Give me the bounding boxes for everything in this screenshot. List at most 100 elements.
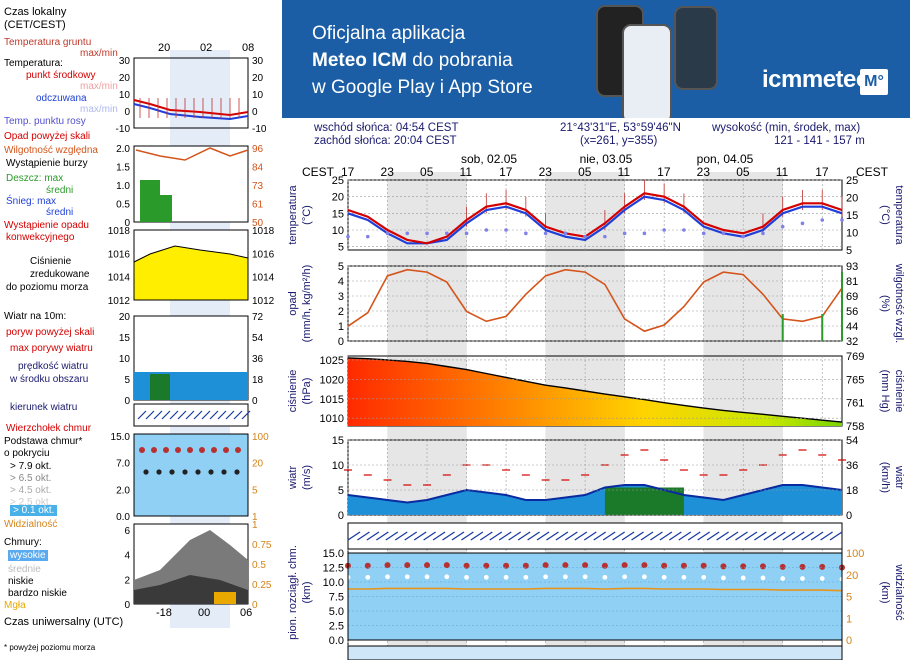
legend-cl-frac: 0.75 bbox=[252, 540, 272, 551]
ytick-label: 5.0 bbox=[329, 606, 344, 618]
legend-low: niskie bbox=[8, 576, 34, 587]
cloud-top-dot bbox=[424, 562, 431, 569]
cloud-base-dot bbox=[464, 574, 469, 580]
panel-temp-left-unit: (°C) bbox=[301, 205, 313, 225]
cloud-base-dot bbox=[642, 574, 647, 580]
cloud-base-dot bbox=[483, 574, 489, 580]
legend-cloud-base-dot bbox=[208, 469, 214, 475]
legend-temp-tick: 10 bbox=[119, 90, 131, 101]
time-axis-hour: 17 bbox=[499, 165, 513, 179]
cloud-base-dot bbox=[582, 574, 588, 580]
legend-okt2: > 6.5 okt. bbox=[10, 473, 52, 484]
coordinates: 21°43'31"E, 53°59'46"N bbox=[560, 122, 681, 134]
wind-arrow bbox=[489, 531, 503, 541]
pressure-area bbox=[348, 357, 842, 426]
legend-wind-tick: 5 bbox=[124, 375, 130, 386]
dew-point-dot bbox=[721, 231, 726, 236]
wind-arrow bbox=[517, 531, 531, 541]
wind-arrow bbox=[810, 531, 824, 541]
cloud-top-dot bbox=[759, 563, 766, 570]
legend-vis: Widzialność bbox=[4, 519, 58, 530]
cloud-top-dot bbox=[443, 562, 450, 569]
legend-wind-arrow bbox=[217, 410, 227, 420]
legend-cb-tick: 2.0 bbox=[116, 485, 130, 496]
legend-pres-tick: 1014 bbox=[252, 273, 275, 284]
legend-rain-bar-2 bbox=[160, 195, 172, 222]
legend-utc-tick: 00 bbox=[198, 607, 210, 619]
legend-snow-avg: średni bbox=[46, 207, 74, 218]
y2tick-label: 100 bbox=[846, 548, 864, 560]
legend-vis-tick: 1 bbox=[252, 512, 258, 523]
legend-wind-avg: w środku obszaru bbox=[10, 374, 89, 385]
time-axis-hour: 17 bbox=[341, 165, 355, 179]
wind-arrow bbox=[574, 531, 588, 541]
dew-point-dot bbox=[701, 231, 706, 236]
cloud-base-dot bbox=[760, 575, 766, 581]
legend-hum-tick: 96 bbox=[252, 144, 264, 155]
banner-text: Oficjalna aplikacja Meteo ICM do pobrani… bbox=[312, 20, 533, 101]
legend-cl-tick: 0 bbox=[124, 600, 130, 611]
legend-utc-tick: -18 bbox=[156, 607, 172, 619]
legend-pressure3: do poziomu morza bbox=[6, 282, 89, 293]
cloud-base-dot bbox=[562, 574, 568, 580]
y2tick-label: 69 bbox=[846, 291, 858, 303]
legend-max-min: max/min bbox=[80, 81, 118, 92]
time-axis-label-left: CEST bbox=[302, 165, 335, 179]
cloud-base-dot bbox=[681, 574, 687, 580]
app-banner[interactable]: Oficjalna aplikacja Meteo ICM do pobrani… bbox=[282, 0, 910, 118]
legend-pressure-area bbox=[133, 245, 249, 301]
dew-point-dot bbox=[365, 234, 370, 239]
cloud-base-dot bbox=[424, 574, 430, 580]
legend-wind-arrow bbox=[201, 410, 211, 420]
wind-arrow bbox=[498, 531, 512, 541]
wind-arrow bbox=[394, 531, 408, 541]
ytick-label: 15 bbox=[332, 435, 344, 447]
y2tick-label: 10 bbox=[846, 228, 858, 240]
cloud-top-dot bbox=[582, 562, 589, 569]
legend-clouds: Chmury: bbox=[4, 537, 42, 548]
ytick-label: 15 bbox=[332, 208, 344, 220]
y2tick-label: 25 bbox=[846, 175, 858, 187]
wind-arrow bbox=[404, 531, 418, 541]
time-axis-day: nie, 03.05 bbox=[580, 152, 633, 166]
dew-point-dot bbox=[662, 228, 666, 232]
legend-cloud-top: Wierzchołek chmur bbox=[6, 423, 92, 434]
dew-point-dot bbox=[800, 221, 805, 226]
wind-arrow bbox=[716, 531, 729, 541]
cloud-base-dot bbox=[602, 574, 608, 580]
ytick-label: 5 bbox=[338, 261, 344, 273]
dew-point-dot bbox=[780, 224, 785, 229]
legend-cl-frac: 0 bbox=[252, 600, 258, 611]
time-axis-day: pon, 04.05 bbox=[697, 152, 754, 166]
wind-arrow bbox=[423, 531, 436, 541]
legend-cloud-dot bbox=[163, 447, 169, 453]
cloud-top-dot bbox=[621, 562, 628, 569]
legend-vis-tick: 20 bbox=[252, 459, 264, 470]
banner-line2-rest: do pobrania bbox=[407, 50, 513, 71]
panel-precip-left-unit: (mm/h, kg/m²/h) bbox=[301, 265, 313, 343]
y2tick-label: 20 bbox=[846, 570, 858, 582]
legend-cloud-base-dot bbox=[234, 469, 240, 475]
legend-precip-tick: 0 bbox=[124, 218, 130, 229]
legend-temp-box bbox=[133, 57, 249, 129]
wind-arrow bbox=[659, 531, 673, 541]
legend-wind-tick: 0 bbox=[124, 396, 130, 407]
legend-dew: Temp. punktu rosy bbox=[4, 116, 86, 127]
legend-hum-tick: 50 bbox=[252, 218, 264, 229]
legend-rain-avg: średni bbox=[46, 185, 74, 196]
cloud-base-dot bbox=[622, 574, 628, 580]
panel-wind-left-unit: (m/s) bbox=[301, 465, 313, 490]
cloud-base-dot bbox=[444, 574, 450, 580]
meteogram: CEST CEST 17 23 05 11 17 23 05 11 17 23 05 11 17 sob, 0… bbox=[282, 150, 910, 660]
panel-pres-right-label: ciśnienie bbox=[893, 370, 905, 413]
ytick-label: 5 bbox=[338, 485, 344, 497]
cloud-top-dot bbox=[404, 562, 411, 569]
wind-arrow bbox=[725, 531, 739, 541]
ytick-label: 3 bbox=[338, 291, 344, 303]
phone-image-3 bbox=[674, 6, 718, 90]
rain-bar bbox=[821, 314, 824, 341]
dew-point-dot bbox=[445, 231, 449, 236]
cloud-base-dot bbox=[780, 576, 786, 581]
dew-point-dot bbox=[820, 218, 825, 222]
